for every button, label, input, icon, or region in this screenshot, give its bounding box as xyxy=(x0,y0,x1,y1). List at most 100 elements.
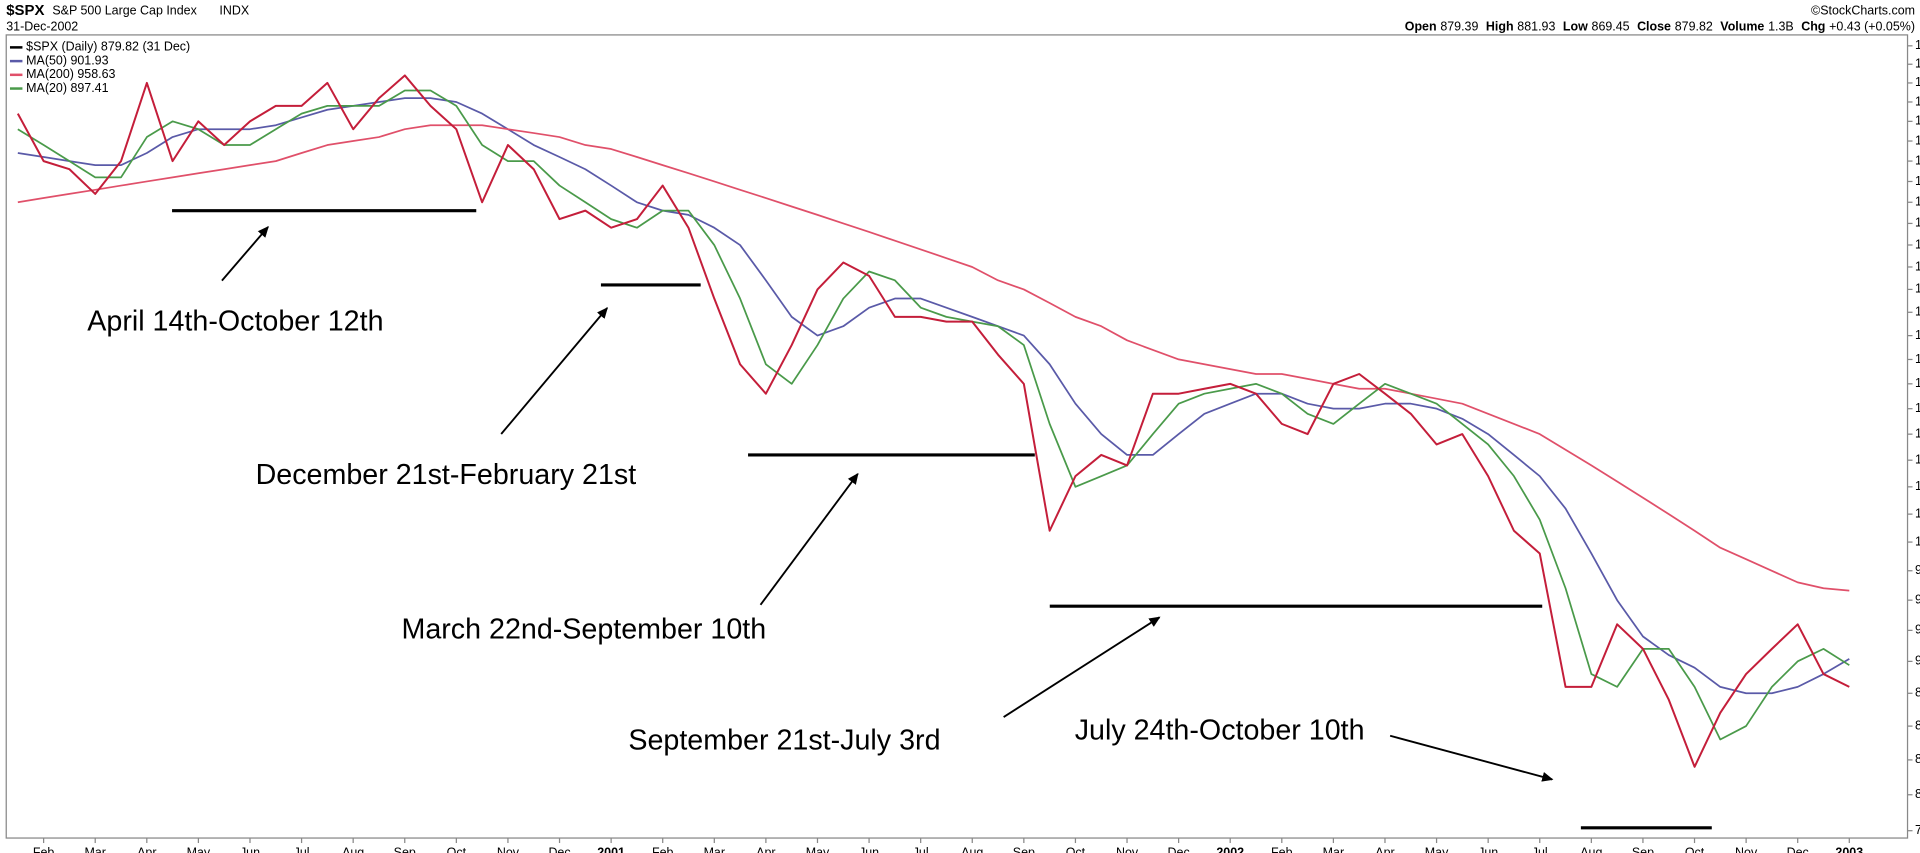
x-tick-label: Mar xyxy=(704,845,725,853)
x-tick-label: 2001 xyxy=(597,845,625,853)
x-tick-label: Dec xyxy=(548,845,570,853)
quote-value: 869.45 xyxy=(1592,20,1630,34)
y-tick-label: 1475 xyxy=(1915,94,1920,108)
quote-label: High xyxy=(1486,20,1514,34)
y-tick-label: 1200 xyxy=(1915,328,1920,342)
y-tick-label: 1375 xyxy=(1915,174,1920,188)
x-tick-label: Jul xyxy=(294,845,310,853)
index-name: S&P 500 Large Cap Index xyxy=(52,4,197,18)
y-tick-label: 1175 xyxy=(1915,352,1920,366)
annotation-arrow xyxy=(500,307,608,435)
y-tick-label: 1075 xyxy=(1915,452,1920,466)
series-line xyxy=(17,89,1850,741)
y-tick-label: 825 xyxy=(1915,752,1920,766)
y-tick-label: 875 xyxy=(1915,686,1920,700)
quote-value: 881.93 xyxy=(1517,20,1555,34)
series-line xyxy=(17,124,1850,592)
x-tick-label: Nov xyxy=(497,845,520,853)
y-tick-label: 1450 xyxy=(1915,114,1920,128)
annotation-arrow xyxy=(221,226,269,282)
y-tick-label: 1050 xyxy=(1915,479,1920,493)
x-tick-label: Nov xyxy=(1116,845,1139,853)
quote-value: +0.43 (+0.05%) xyxy=(1829,20,1915,34)
y-tick-label: 1425 xyxy=(1915,133,1920,147)
legend-label: $SPX (Daily) 879.82 (31 Dec) xyxy=(26,40,190,54)
x-tick-label: Apr xyxy=(756,845,775,853)
x-tick-label: Dec xyxy=(1787,845,1809,853)
x-tick-label: Dec xyxy=(1168,845,1190,853)
legend-label: MA(20) 897.41 xyxy=(26,81,108,95)
x-tick-label: May xyxy=(1425,845,1449,853)
y-tick-label: 1525 xyxy=(1915,57,1920,71)
y-tick-label: 1350 xyxy=(1915,195,1920,209)
y-tick-label: 900 xyxy=(1915,654,1920,668)
quote-value: 1.3B xyxy=(1768,20,1794,34)
quote-label: Open xyxy=(1405,20,1437,34)
series-line xyxy=(16,74,1850,768)
y-tick-label: 800 xyxy=(1915,787,1920,801)
y-tick-label: 1500 xyxy=(1915,75,1920,89)
y-tick-label: 1100 xyxy=(1915,426,1920,440)
x-tick-label: Nov xyxy=(1735,845,1758,853)
x-tick-label: Jun xyxy=(859,845,879,853)
y-tick-label: 1550 xyxy=(1915,38,1920,52)
x-tick-label: May xyxy=(187,845,211,853)
annotation-text: July 24th-October 10th xyxy=(1075,715,1365,747)
quote-value: 879.82 xyxy=(1675,20,1713,34)
x-tick-label: Feb xyxy=(652,845,674,853)
quote: Open 879.39 High 881.93 Low 869.45 Close 879.82… xyxy=(1405,20,1915,34)
y-tick-label: 1125 xyxy=(1915,401,1920,415)
x-tick-label: Mar xyxy=(1323,845,1344,853)
x-tick-label: Sep xyxy=(1632,845,1654,853)
y-tick-label: 1300 xyxy=(1915,237,1920,251)
quote-value: 879.39 xyxy=(1440,20,1478,34)
symbol: $SPX xyxy=(6,2,44,19)
x-tick-label: Jun xyxy=(1478,845,1498,853)
annotation-text: September 21st-July 3rd xyxy=(628,725,940,757)
annotation-arrow xyxy=(1003,616,1161,718)
x-tick-label: May xyxy=(806,845,830,853)
annotation-text: March 22nd-September 10th xyxy=(401,614,766,646)
quote-label: Low xyxy=(1563,20,1588,34)
annotation-arrow xyxy=(759,472,859,606)
x-tick-label: Aug xyxy=(342,845,364,853)
x-tick-label: Sep xyxy=(1013,845,1035,853)
x-tick-label: 2003 xyxy=(1835,845,1863,853)
legend-label: MA(200) 958.63 xyxy=(26,67,115,81)
y-tick-label: 850 xyxy=(1915,718,1920,732)
legend-label: MA(50) 901.93 xyxy=(26,53,108,67)
x-tick-label: Apr xyxy=(1375,845,1394,853)
y-tick-label: 1400 xyxy=(1915,153,1920,167)
source: ©StockCharts.com xyxy=(1811,4,1915,18)
y-tick-label: 1025 xyxy=(1915,506,1920,520)
y-tick-label: 950 xyxy=(1915,592,1920,606)
x-tick-label: Oct xyxy=(1066,845,1086,853)
y-tick-label: 1250 xyxy=(1915,282,1920,296)
x-tick-label: Aug xyxy=(961,845,983,853)
x-tick-label: Oct xyxy=(1685,845,1705,853)
quote-label: Volume xyxy=(1720,20,1764,34)
y-tick-label: 775 xyxy=(1915,823,1920,837)
x-tick-label: Jun xyxy=(240,845,260,853)
annotation-text: December 21st-February 21st xyxy=(256,459,637,491)
x-tick-label: Jul xyxy=(1532,845,1548,853)
x-tick-label: Aug xyxy=(1580,845,1602,853)
x-tick-label: Sep xyxy=(394,845,416,853)
series-line xyxy=(17,97,1850,695)
quote-label: Close xyxy=(1637,20,1671,34)
plot-frame xyxy=(5,34,1909,839)
y-tick-label: 925 xyxy=(1915,623,1920,637)
x-tick-label: 2002 xyxy=(1216,845,1244,853)
quote-label: Chg xyxy=(1801,20,1825,34)
annotation-arrow xyxy=(1389,734,1554,782)
x-tick-label: Feb xyxy=(1271,845,1293,853)
date: 31-Dec-2002 xyxy=(6,20,78,34)
y-tick-label: 1150 xyxy=(1915,376,1920,390)
annotation-text: April 14th-October 12th xyxy=(87,306,383,338)
y-tick-label: 1000 xyxy=(1915,534,1920,548)
x-tick-label: Mar xyxy=(84,845,105,853)
x-tick-label: Oct xyxy=(447,845,467,853)
x-tick-label: Apr xyxy=(137,845,156,853)
